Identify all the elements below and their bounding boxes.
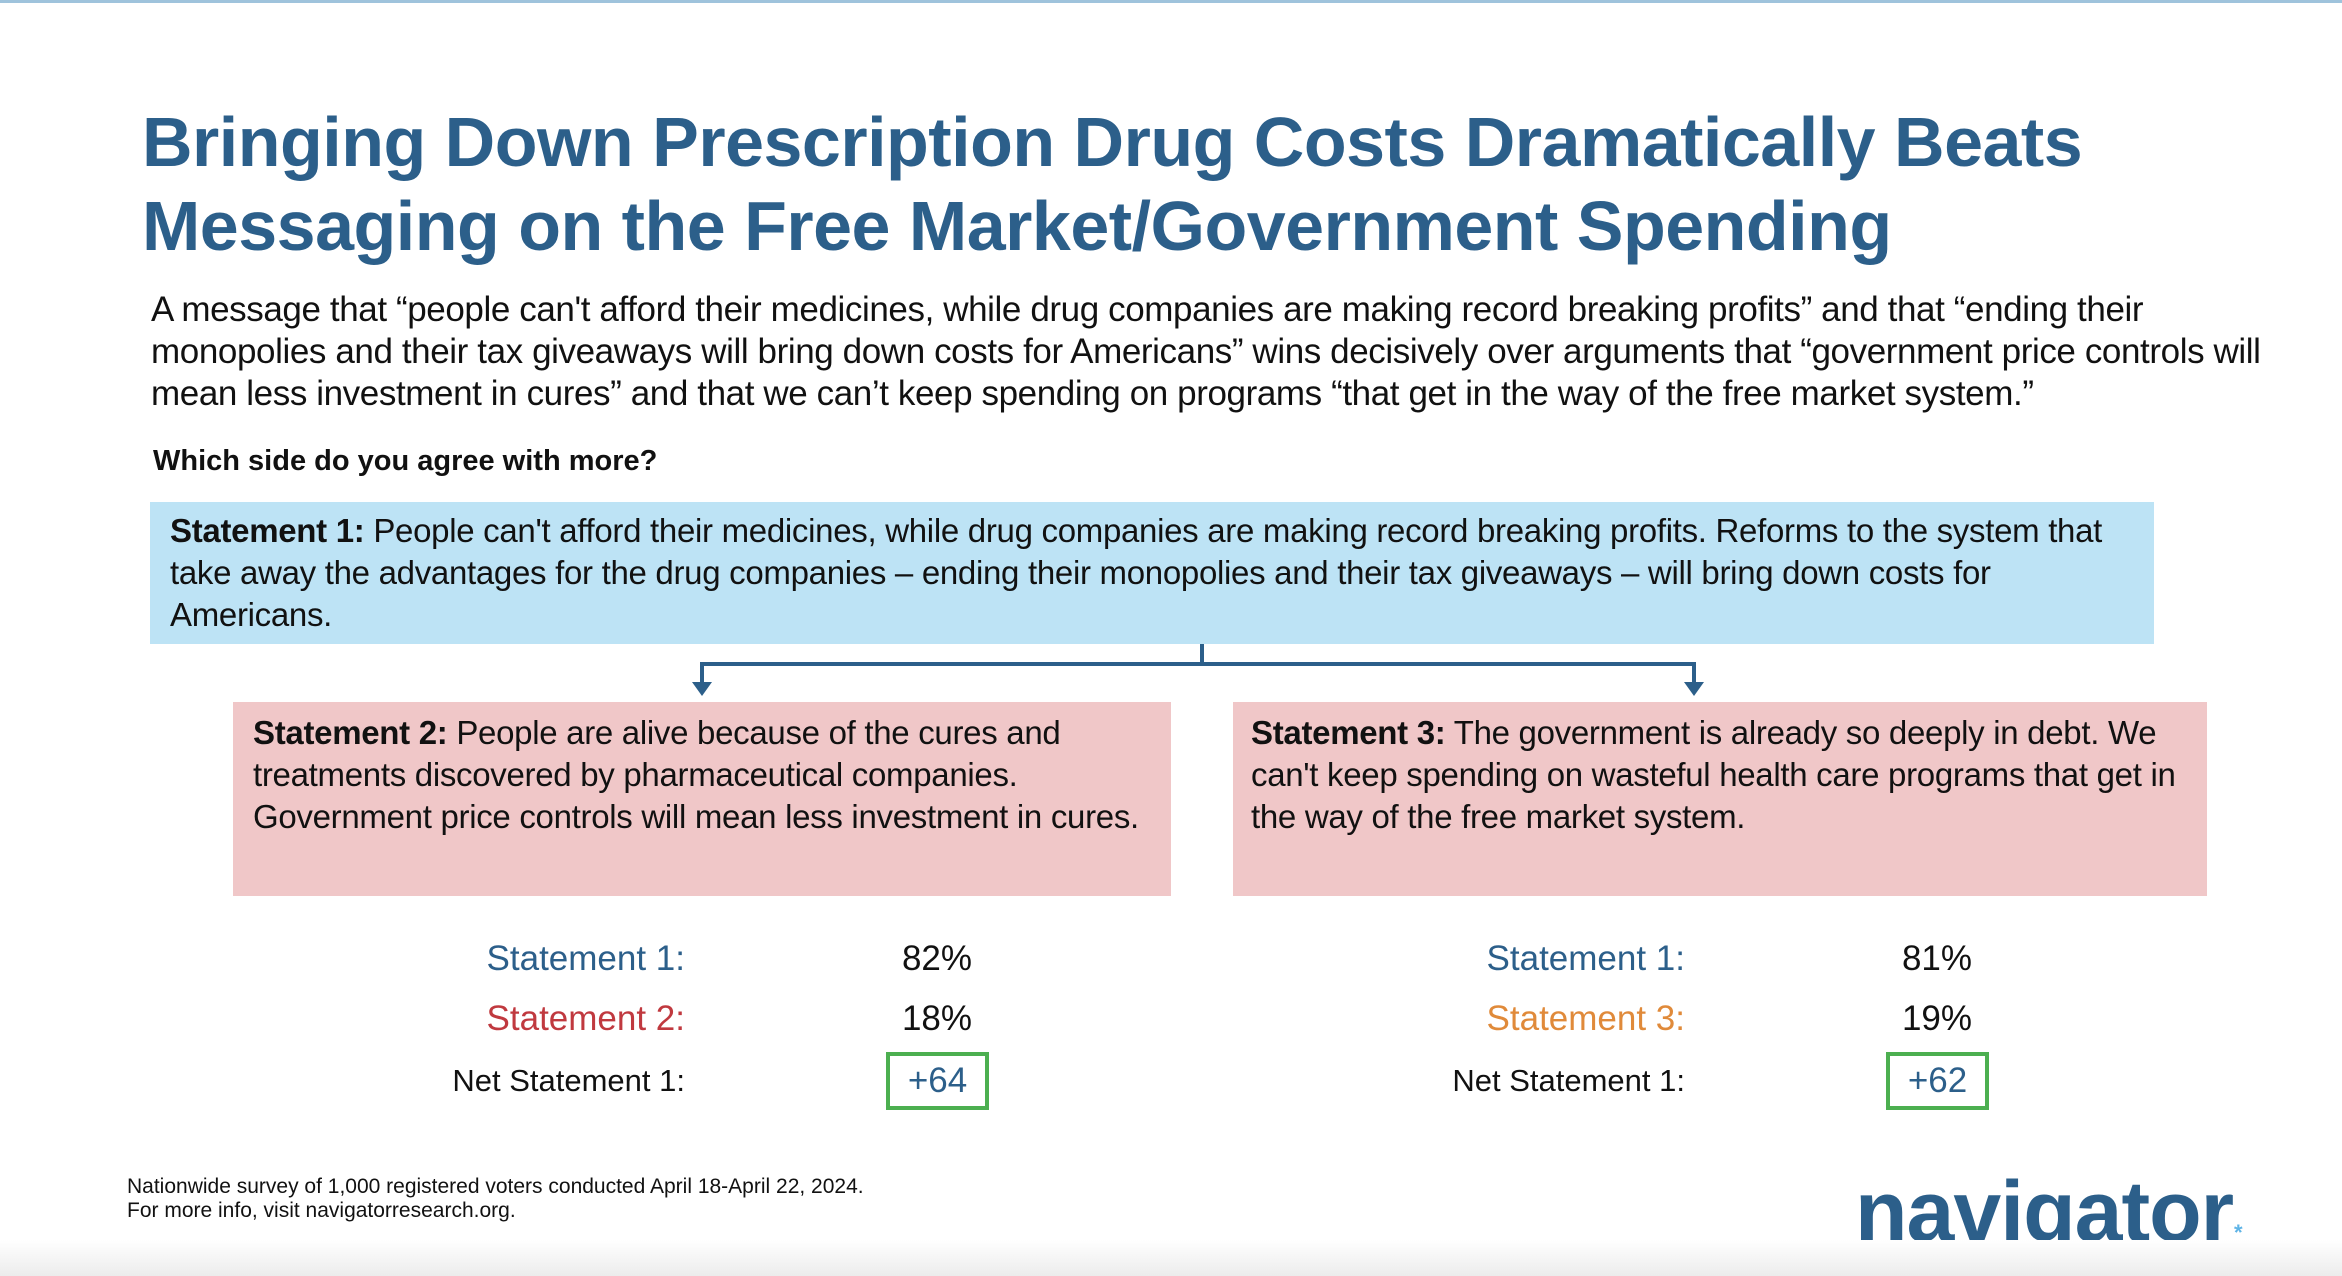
footnote-line-2: For more info, visit navigatorresearch.o…	[127, 1199, 516, 1222]
statement-3-box: Statement 3: The government is already s…	[1233, 702, 2207, 896]
statement-3-text: The government is already so deeply in d…	[1251, 714, 2176, 835]
source-footnote: Nationwide survey of 1,000 registered vo…	[127, 1175, 864, 1223]
result-value-statement-3: 19%	[1901, 999, 1973, 1038]
result-label-net: Net Statement 1:	[1452, 1063, 1685, 1098]
statement-2-box: Statement 2: People are alive because of…	[233, 702, 1171, 896]
arrow-right-icon	[1684, 682, 1704, 696]
title-line-2: Messaging on the Free Market/Government …	[142, 187, 1892, 265]
result-value-statement-1: 81%	[1901, 939, 1973, 978]
title-line-1: Bringing Down Prescription Drug Costs Dr…	[142, 103, 2083, 181]
slide-subtitle: A message that “people can't afford thei…	[151, 290, 2261, 413]
survey-question: Which side do you agree with more?	[153, 445, 658, 477]
result-value-statement-2: 18%	[901, 999, 973, 1038]
footnote-line-1: Nationwide survey of 1,000 registered vo…	[127, 1175, 864, 1198]
statement-3-label: Statement 3:	[1251, 714, 1446, 751]
slide-title: Bringing Down Prescription Drug Costs Dr…	[142, 100, 2292, 268]
top-rule	[0, 0, 2342, 3]
statement-1-text: People can't afford their medicines, whi…	[170, 512, 2103, 633]
result-label-statement-1: Statement 1:	[486, 939, 685, 978]
result-label-statement-2: Statement 2:	[486, 999, 685, 1038]
result-label-statement-1: Statement 1:	[1486, 939, 1685, 978]
arrow-left-icon	[692, 682, 712, 696]
logo-asterisk-icon: *	[2234, 1220, 2243, 1245]
net-score-badge: +62	[1886, 1052, 1989, 1110]
statement-2-label: Statement 2:	[253, 714, 448, 751]
result-value-statement-1: 82%	[901, 939, 973, 978]
statement-1-box: Statement 1: People can't afford their m…	[150, 502, 2154, 644]
result-label-statement-3: Statement 3:	[1486, 999, 1685, 1038]
branch-connector	[692, 644, 1704, 696]
statement-1-label: Statement 1:	[170, 512, 365, 549]
result-label-net: Net Statement 1:	[452, 1063, 685, 1098]
bottom-edge	[0, 1240, 2342, 1276]
statement-2-text: People are alive because of the cures an…	[253, 714, 1139, 835]
net-score-badge: +64	[886, 1052, 989, 1110]
